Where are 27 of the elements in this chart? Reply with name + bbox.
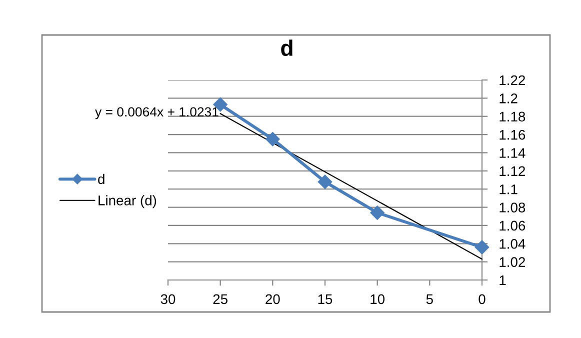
y-tick-label: 1.14	[500, 148, 526, 158]
y-tick-label: 1.12	[500, 166, 525, 176]
annotation: y = 0.0064x + 1.0231	[95, 107, 218, 120]
legend-label: d	[98, 174, 104, 184]
point	[266, 132, 280, 146]
y-tick-label: 1.16	[500, 130, 526, 140]
x-tick-label: 5	[426, 294, 433, 304]
y-tick-label: 1.04	[500, 238, 526, 249]
x-tick-label: 30	[160, 294, 176, 304]
x-tick-label: 0	[478, 294, 486, 304]
point	[370, 206, 384, 220]
y-tick-label: 1.1	[500, 184, 518, 194]
chart-title: d	[281, 40, 292, 56]
x-tick-label: 15	[318, 294, 332, 304]
y-tick-label: 1.08	[500, 202, 526, 212]
point	[474, 240, 490, 254]
y-tick-label: 1.22	[500, 75, 525, 86]
x-tick-label: 10	[370, 294, 385, 304]
point	[318, 174, 332, 189]
y-tick-label: 1.06	[500, 220, 526, 231]
legend-label: Linear (d)	[98, 195, 156, 208]
y-tick-label: 1.2	[500, 94, 518, 104]
x-tick-label: 25	[213, 294, 228, 304]
x-tick-label: 20	[266, 294, 280, 304]
y-tick-label: 1.18	[500, 112, 526, 122]
y-tick-label: 1.02	[500, 257, 525, 267]
y-tick-label: 1	[500, 275, 506, 286]
